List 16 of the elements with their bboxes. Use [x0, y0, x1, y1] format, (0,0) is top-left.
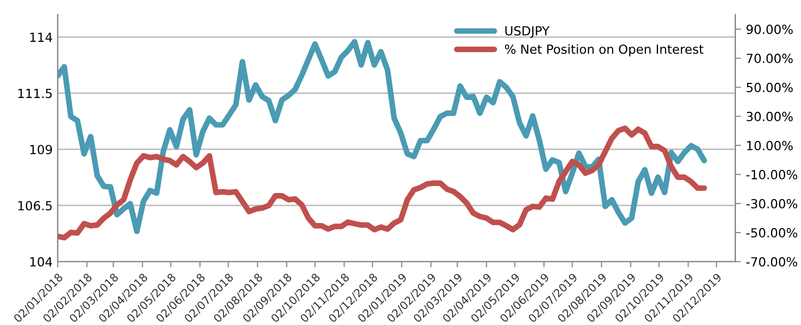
y2-tick-label: 90.00% — [746, 24, 793, 34]
y-tick-label: 104 — [30, 257, 52, 267]
y2-tick-label: -50.00% — [746, 228, 798, 238]
y-tick-label: 106.5 — [18, 200, 52, 210]
y2-tick-label: 30.00% — [746, 112, 793, 122]
y-tick-label: 111.5 — [18, 88, 52, 98]
y-tick-label: 114 — [30, 32, 52, 42]
y2-tick-label: -30.00% — [746, 198, 798, 208]
y2-tick-label: -70.00% — [746, 257, 798, 267]
legend-label: USDJPY — [505, 26, 550, 38]
legend-label: % Net Position on Open Interest — [504, 44, 704, 56]
y2-tick-label: 10.00% — [747, 140, 793, 150]
y2-tick-label: 70.00% — [746, 54, 793, 64]
y-tick-label: 109 — [30, 144, 52, 154]
y2-tick-label: 50.00% — [746, 82, 793, 92]
y2-tick-label: -10.00% — [746, 170, 798, 180]
